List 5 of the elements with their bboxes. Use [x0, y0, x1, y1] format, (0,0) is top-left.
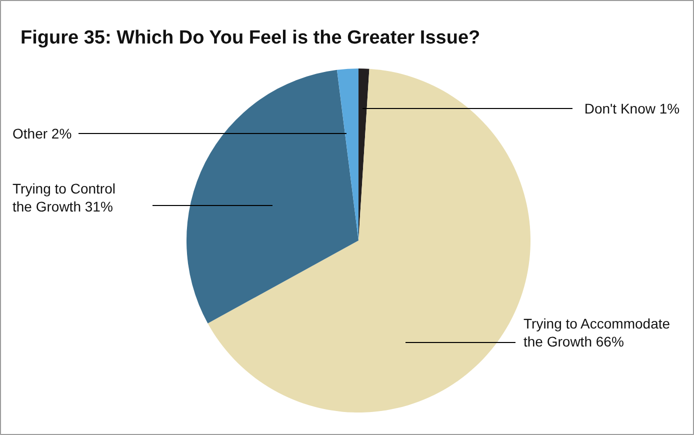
slice-label: Other 2%	[12, 126, 72, 142]
slice-label: Don't Know 1%	[584, 100, 680, 116]
slice-label: Trying to Accommodate the Growth 66%	[524, 316, 670, 350]
chart-title: Figure 35: Which Do You Feel is the Greater Issue?	[20, 28, 480, 48]
slice-label: Trying to Control the Growth 31%	[12, 180, 116, 214]
